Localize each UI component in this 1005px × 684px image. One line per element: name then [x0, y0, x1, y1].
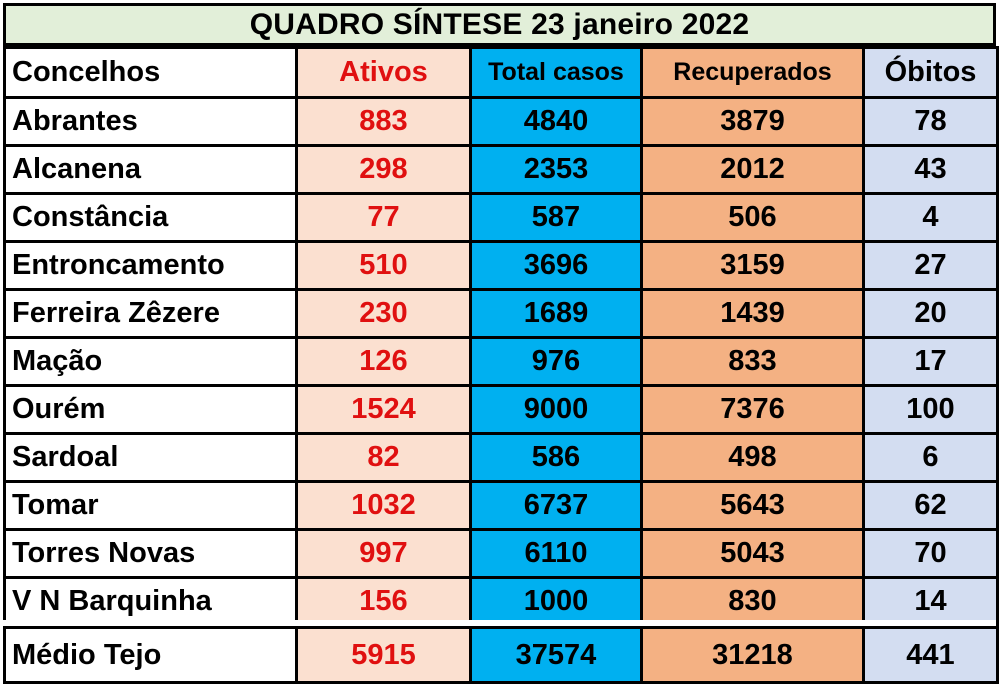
cell-obitos: 43 [862, 144, 999, 195]
cell-total-casos: 9000 [469, 384, 643, 435]
cell-total-casos: 3696 [469, 240, 643, 291]
table-row: Constância 77 587 506 4 [3, 192, 999, 243]
table-row: V N Barquinha 156 1000 830 14 [3, 576, 999, 627]
cell-concelho: Constância [3, 192, 298, 243]
cell-concelho: Mação [3, 336, 298, 387]
table-row: Sardoal 82 586 498 6 [3, 432, 999, 483]
table-row: Torres Novas 997 6110 5043 70 [3, 528, 999, 579]
cell-total-casos: 586 [469, 432, 643, 483]
header-recuperados: Recuperados [640, 46, 865, 99]
sheet-title: QUADRO SÍNTESE 23 janeiro 2022 [3, 3, 996, 46]
table-row: Mação 126 976 833 17 [3, 336, 999, 387]
cell-recuperados: 506 [640, 192, 865, 243]
cell-concelho: Alcanena [3, 144, 298, 195]
table-row: Ourém 1524 9000 7376 100 [3, 384, 999, 435]
cell-obitos: 17 [862, 336, 999, 387]
cell-ativos: 883 [295, 96, 472, 147]
totals-table: Médio Tejo 5915 37574 31218 441 [3, 626, 999, 684]
totals-ativos: 5915 [295, 626, 472, 684]
cell-ativos: 1524 [295, 384, 472, 435]
cell-ativos: 298 [295, 144, 472, 195]
header-concelhos: Concelhos [3, 46, 298, 99]
cell-ativos: 82 [295, 432, 472, 483]
totals-obitos: 441 [862, 626, 999, 684]
cell-obitos: 27 [862, 240, 999, 291]
cell-ativos: 156 [295, 576, 472, 627]
cell-obitos: 6 [862, 432, 999, 483]
cell-concelho: Ferreira Zêzere [3, 288, 298, 339]
cell-ativos: 126 [295, 336, 472, 387]
cell-concelho: Sardoal [3, 432, 298, 483]
cell-recuperados: 7376 [640, 384, 865, 435]
table-gap [3, 620, 996, 626]
totals-row: Médio Tejo 5915 37574 31218 441 [3, 626, 999, 684]
cell-concelho: Tomar [3, 480, 298, 531]
cell-total-casos: 6737 [469, 480, 643, 531]
table-row: Tomar 1032 6737 5643 62 [3, 480, 999, 531]
cell-recuperados: 2012 [640, 144, 865, 195]
cell-obitos: 4 [862, 192, 999, 243]
cell-recuperados: 830 [640, 576, 865, 627]
cell-total-casos: 2353 [469, 144, 643, 195]
cell-total-casos: 4840 [469, 96, 643, 147]
cell-concelho: Ourém [3, 384, 298, 435]
table-row: Alcanena 298 2353 2012 43 [3, 144, 999, 195]
table-body: Abrantes 883 4840 3879 78 Alcanena 298 2353 2012… [3, 96, 999, 627]
header-ativos: Ativos [295, 46, 472, 99]
cell-obitos: 14 [862, 576, 999, 627]
cell-obitos: 62 [862, 480, 999, 531]
cell-obitos: 20 [862, 288, 999, 339]
cell-recuperados: 3159 [640, 240, 865, 291]
cell-ativos: 997 [295, 528, 472, 579]
cell-concelho: Entroncamento [3, 240, 298, 291]
cell-total-casos: 976 [469, 336, 643, 387]
summary-table: Concelhos Ativos Total casos Recuperados… [3, 46, 999, 627]
cell-total-casos: 1689 [469, 288, 643, 339]
cell-total-casos: 587 [469, 192, 643, 243]
cell-recuperados: 5643 [640, 480, 865, 531]
header-obitos: Óbitos [862, 46, 999, 99]
cell-ativos: 1032 [295, 480, 472, 531]
cell-recuperados: 5043 [640, 528, 865, 579]
cell-concelho: Torres Novas [3, 528, 298, 579]
cell-total-casos: 1000 [469, 576, 643, 627]
cell-recuperados: 498 [640, 432, 865, 483]
cell-concelho: Abrantes [3, 96, 298, 147]
cell-ativos: 510 [295, 240, 472, 291]
totals-concelho: Médio Tejo [3, 626, 298, 684]
cell-ativos: 230 [295, 288, 472, 339]
cell-ativos: 77 [295, 192, 472, 243]
cell-obitos: 100 [862, 384, 999, 435]
table-row: Entroncamento 510 3696 3159 27 [3, 240, 999, 291]
cell-recuperados: 833 [640, 336, 865, 387]
cell-concelho: V N Barquinha [3, 576, 298, 627]
cell-recuperados: 3879 [640, 96, 865, 147]
totals-total-casos: 37574 [469, 626, 643, 684]
header-row: Concelhos Ativos Total casos Recuperados… [3, 46, 999, 99]
cell-obitos: 70 [862, 528, 999, 579]
header-total-casos: Total casos [469, 46, 643, 99]
cell-total-casos: 6110 [469, 528, 643, 579]
cell-obitos: 78 [862, 96, 999, 147]
totals-recuperados: 31218 [640, 626, 865, 684]
table-row: Ferreira Zêzere 230 1689 1439 20 [3, 288, 999, 339]
table-row: Abrantes 883 4840 3879 78 [3, 96, 999, 147]
cell-recuperados: 1439 [640, 288, 865, 339]
